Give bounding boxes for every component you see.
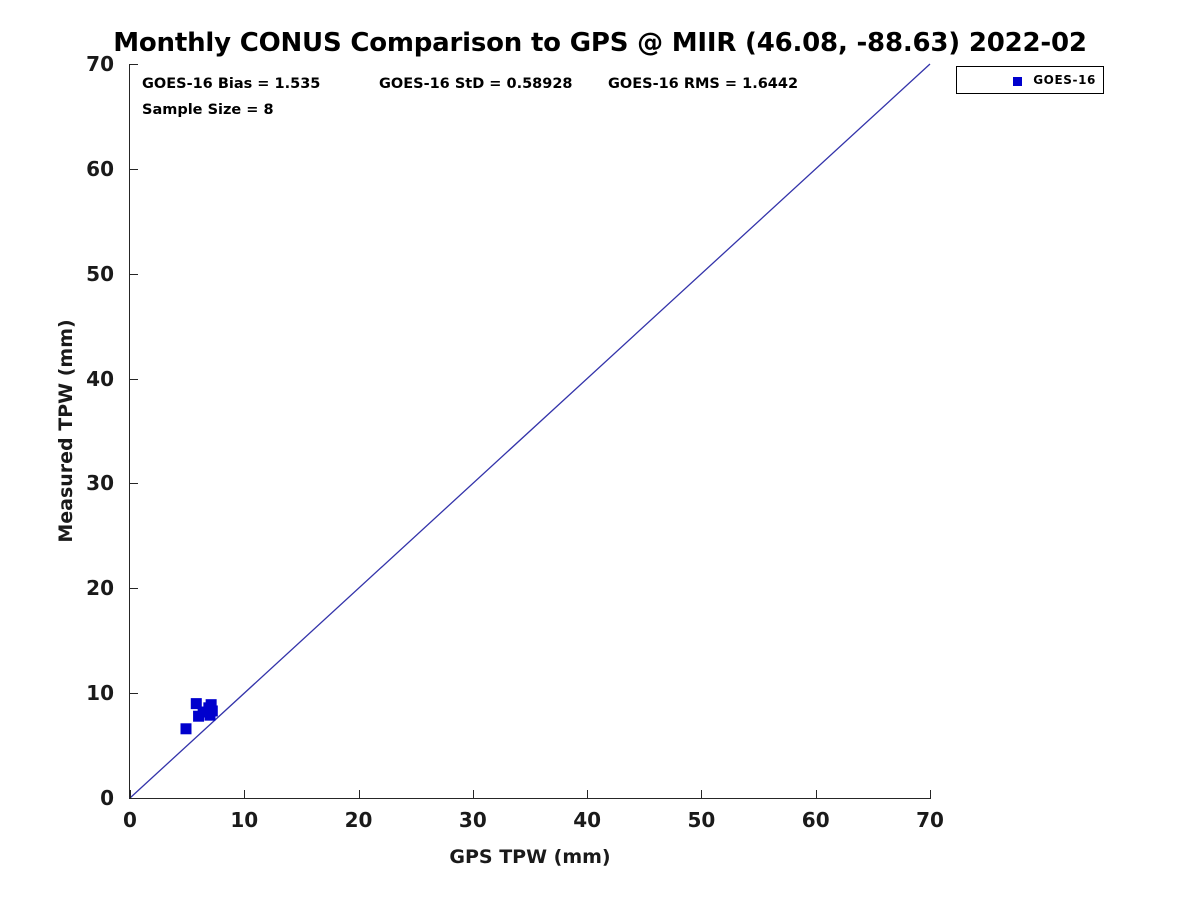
x-tick-label: 20 — [344, 808, 373, 832]
x-tick-mark — [130, 790, 131, 799]
x-tick-label: 30 — [458, 808, 487, 832]
stat-bias: GOES-16 Bias = 1.535 — [142, 76, 321, 92]
x-tick-mark — [587, 790, 589, 799]
y-axis-label: Measured TPW (mm) — [55, 319, 77, 543]
y-tick-label: 70 — [86, 52, 114, 76]
y-tick-mark — [129, 588, 138, 590]
y-tick-mark — [129, 273, 138, 275]
scatter-point — [190, 698, 202, 710]
y-tick-mark — [129, 168, 138, 170]
y-tick-mark — [129, 693, 138, 695]
reference-line-path — [129, 63, 931, 799]
x-tick-label: 60 — [801, 808, 830, 832]
x-tick-label: 0 — [123, 808, 137, 832]
y-tick-mark — [129, 64, 138, 65]
x-tick-mark — [701, 790, 703, 799]
statistics-annotations: GOES-16 Bias = 1.535 GOES-16 StD = 0.589… — [142, 76, 912, 128]
legend-label-goes-16: GOES-16 — [1033, 73, 1096, 87]
scatter-point — [204, 709, 216, 721]
scatter-points-goes-16 — [180, 698, 218, 735]
x-axis-label: GPS TPW (mm) — [449, 846, 611, 868]
legend: GOES-16 — [956, 66, 1104, 94]
legend-marker-square-icon — [1013, 77, 1022, 86]
y-tick-mark — [129, 378, 138, 380]
y-tick-label: 40 — [86, 366, 114, 391]
y-axis-spine — [129, 64, 130, 798]
y-tick-label: 60 — [86, 156, 114, 181]
data-layer — [129, 63, 931, 799]
y-tick-label: 10 — [86, 681, 114, 706]
x-tick-label: 40 — [573, 808, 602, 832]
plot-area: 0 10 20 30 40 50 60 70 0 10 20 30 40 50 60 70 GPS TPW … — [55, 52, 944, 868]
y-tick-label: 0 — [100, 786, 114, 810]
stat-sample-size: Sample Size = 8 — [142, 102, 274, 118]
x-tick-mark — [815, 790, 817, 799]
statistics-row-primary: GOES-16 Bias = 1.535 GOES-16 StD = 0.589… — [142, 76, 912, 102]
one-to-one-reference-line — [129, 63, 931, 799]
y-tick-label: 20 — [86, 576, 114, 601]
x-tick-mark — [930, 790, 931, 799]
scatter-point — [180, 723, 192, 735]
x-tick-mark — [358, 790, 360, 799]
x-tick-label: 70 — [916, 808, 944, 832]
x-tick-label: 50 — [687, 808, 716, 832]
chart-title: Monthly CONUS Comparison to GPS @ MIIR (… — [113, 28, 1087, 58]
scatter-point — [197, 706, 209, 718]
stat-rms: GOES-16 RMS = 1.6442 — [608, 76, 799, 92]
x-tick-label: 10 — [230, 808, 259, 832]
x-tick-mark — [244, 790, 246, 799]
x-axis-spine — [130, 798, 930, 799]
statistics-row-secondary: Sample Size = 8 — [142, 102, 912, 128]
y-tick-label: 30 — [86, 471, 114, 496]
scatter-point — [205, 699, 217, 711]
x-tick-mark — [472, 790, 474, 799]
y-tick-mark — [129, 798, 138, 799]
stat-std: GOES-16 StD = 0.58928 — [379, 76, 573, 92]
y-tick-label: 50 — [86, 261, 114, 286]
y-tick-mark — [129, 483, 138, 485]
